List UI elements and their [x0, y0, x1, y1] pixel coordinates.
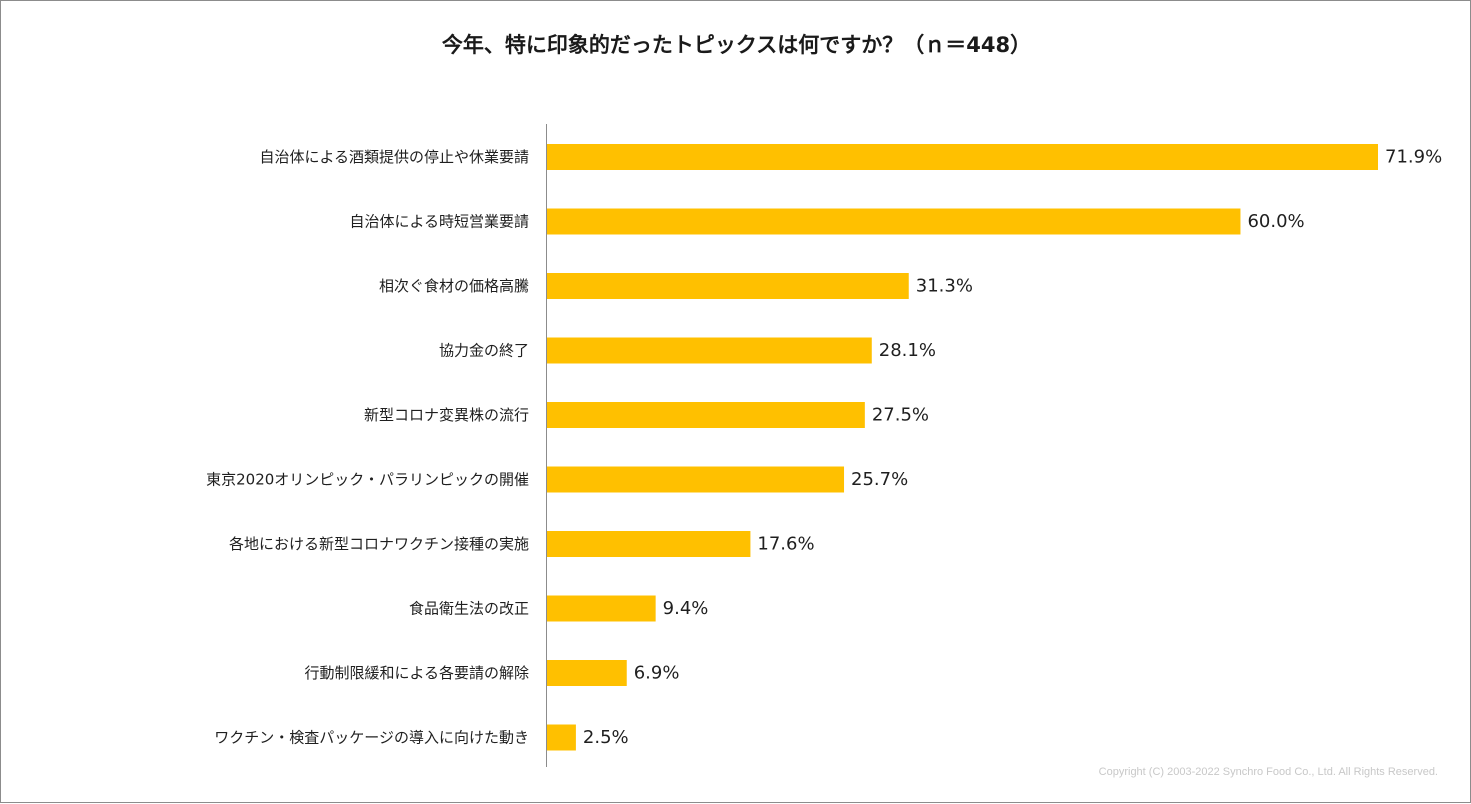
category-label: 行動制限緩和による各要請の解除 [304, 664, 529, 682]
data-label: 31.3% [916, 276, 973, 297]
category-label: 新型コロナ変異株の流行 [364, 406, 529, 424]
data-label: 6.9% [634, 663, 680, 684]
bar [547, 466, 845, 493]
category-label: 自治体による酒類提供の停止や休業要請 [259, 148, 529, 166]
data-label: 17.6% [757, 534, 814, 555]
chart-title: 今年、特に印象的だったトピックスは何ですか？（ｎ＝448） [441, 33, 1032, 57]
bar [547, 273, 909, 299]
bar [547, 144, 1378, 170]
bar [547, 337, 872, 364]
bar [547, 724, 576, 751]
category-label: 各地における新型コロナワクチン接種の実施 [229, 535, 529, 553]
bar [547, 660, 627, 686]
category-label: 食品衛生法の改正 [409, 600, 529, 618]
category-label: 協力金の終了 [439, 342, 529, 360]
data-label: 71.9% [1385, 147, 1442, 168]
data-label: 25.7% [851, 469, 908, 490]
copyright-notice: Copyright (C) 2003-2022 Synchro Food Co.… [1098, 766, 1438, 778]
bar [547, 208, 1241, 235]
data-label: 9.4% [663, 598, 709, 619]
category-label: 自治体による時短営業要請 [349, 213, 529, 231]
category-label: ワクチン・検査パッケージの導入に向けた動き [214, 729, 529, 747]
bar [547, 595, 656, 622]
data-label: 2.5% [583, 727, 629, 748]
category-label: 相次ぐ食材の価格高騰 [379, 277, 529, 295]
data-label: 27.5% [872, 405, 929, 426]
bar [547, 402, 865, 428]
data-label: 28.1% [879, 340, 936, 361]
bar [547, 531, 751, 557]
data-label: 60.0% [1247, 211, 1304, 232]
category-label: 東京2020オリンピック・パラリンピックの開催 [206, 471, 529, 489]
